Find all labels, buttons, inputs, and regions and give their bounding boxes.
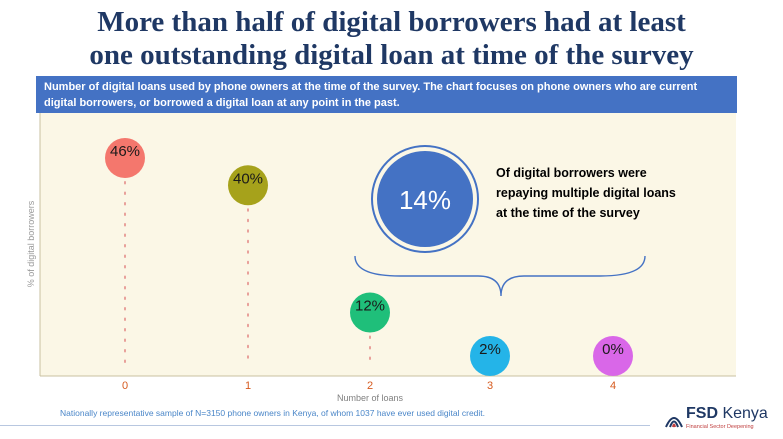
callout-group: 14% bbox=[354, 145, 646, 297]
y-axis-label: % of digital borrowers bbox=[26, 200, 36, 287]
subtitle-bar: Number of digital loans used by phone ow… bbox=[36, 76, 737, 113]
data-label-1: 40% bbox=[233, 170, 263, 187]
bubble-1 bbox=[228, 165, 268, 206]
slide-title: More than half of digital borrowers had … bbox=[0, 6, 783, 72]
callout-value: 14% bbox=[399, 185, 451, 215]
bubble-3 bbox=[470, 336, 510, 376]
logo-tagline: Financial Sector Deepening bbox=[686, 424, 754, 430]
callout-bracket bbox=[354, 255, 646, 297]
chart-marks: 46% 0 40% 1 12% 2 2% 3 0% 4 bbox=[105, 138, 633, 392]
title-line-1: More than half of digital borrowers had … bbox=[97, 6, 686, 38]
x-tick-label-0: 0 bbox=[122, 380, 128, 392]
bubble-2 bbox=[350, 292, 390, 333]
logo-icon bbox=[665, 417, 683, 428]
x-tick-label-2: 2 bbox=[367, 380, 373, 392]
callout-text: Of digital borrowers were repaying multi… bbox=[496, 166, 676, 220]
x-axis-label: Number of loans bbox=[337, 393, 404, 403]
footer-divider bbox=[0, 425, 650, 426]
x-tick-label-1: 1 bbox=[245, 380, 251, 392]
bubble-0 bbox=[105, 138, 145, 178]
callout-circle bbox=[377, 151, 473, 247]
x-tick-label-4: 4 bbox=[610, 380, 616, 392]
data-label-3: 2% bbox=[479, 341, 501, 358]
fsd-kenya-logo: FSD Kenya Financial Sector Deepening bbox=[664, 405, 779, 435]
data-label-4: 0% bbox=[602, 341, 624, 358]
data-label-2: 12% bbox=[355, 297, 385, 314]
bubble-4 bbox=[593, 336, 633, 376]
plot-background bbox=[40, 113, 736, 376]
x-tick-label-3: 3 bbox=[487, 380, 493, 392]
logo-brand: FSD Kenya bbox=[686, 405, 768, 423]
logo-brand-rest: Kenya bbox=[722, 405, 768, 422]
footnote: Nationally representative sample of N=31… bbox=[60, 408, 486, 418]
logo-brand-bold: FSD bbox=[686, 405, 718, 422]
callout-ring bbox=[371, 145, 479, 253]
data-label-0: 46% bbox=[110, 143, 140, 160]
title-line-2: one outstanding digital loan at time of … bbox=[89, 39, 694, 71]
